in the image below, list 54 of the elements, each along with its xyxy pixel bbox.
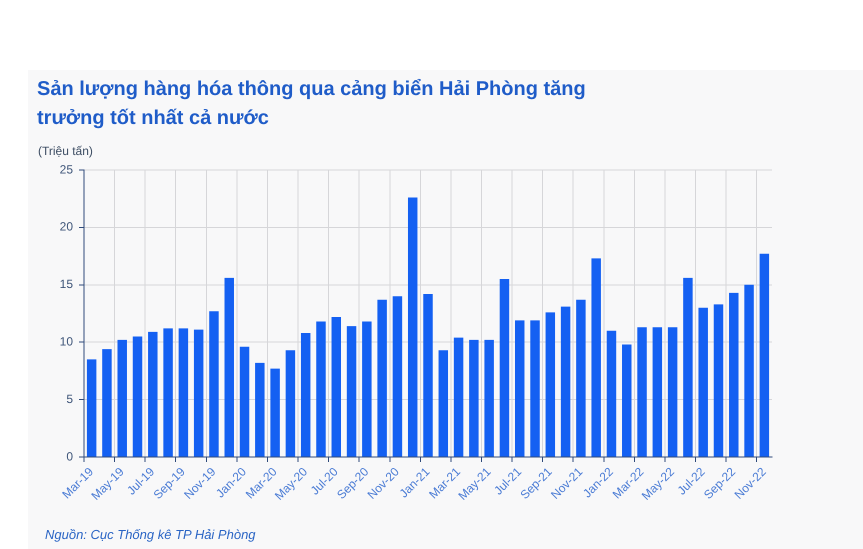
bar — [346, 326, 356, 456]
bar — [744, 284, 754, 456]
bar — [194, 330, 204, 456]
chart-title: Sản lượng hàng hóa thông qua cảng biển Hải Phòng tăng trưởng tốt nhất cả nước — [37, 77, 587, 131]
bar — [484, 340, 494, 456]
bar — [423, 294, 433, 456]
y-tick-label: 25 — [60, 162, 74, 176]
bar — [178, 328, 188, 456]
bar — [300, 333, 310, 456]
bar — [224, 278, 234, 456]
bar — [668, 327, 678, 456]
bar — [377, 300, 387, 456]
bar — [316, 322, 326, 456]
bar — [576, 300, 586, 456]
bar — [546, 312, 556, 456]
bar — [698, 308, 708, 456]
bar — [163, 328, 173, 456]
bar — [117, 340, 127, 456]
text: Nguồn: Cục Thống kê TP Hải Phòng — [45, 527, 256, 542]
bar — [148, 332, 158, 456]
bar — [606, 330, 616, 456]
bar — [86, 359, 96, 456]
bar — [240, 346, 250, 456]
y-tick-label: 10 — [60, 334, 74, 349]
bar — [560, 306, 570, 456]
bar — [209, 311, 219, 456]
bar — [332, 316, 342, 456]
bar — [591, 258, 601, 456]
bar — [760, 254, 770, 456]
y-tick-label: 20 — [60, 220, 74, 234]
bar — [102, 349, 112, 456]
bar — [637, 327, 647, 456]
bar — [714, 304, 724, 456]
bar — [270, 368, 280, 456]
bar — [438, 350, 448, 456]
y-tick-label: 15 — [60, 277, 74, 292]
bar — [454, 338, 464, 456]
bar — [530, 320, 540, 456]
bar — [255, 362, 265, 456]
bar — [729, 292, 739, 456]
bar — [469, 340, 479, 456]
bar — [622, 344, 632, 456]
bar — [500, 279, 510, 456]
bar — [286, 350, 296, 456]
y-tick-label: 5 — [66, 392, 74, 406]
bar — [132, 336, 142, 456]
y-tick-label: 0 — [66, 449, 74, 464]
y-axis-title: (Triệu tấn) — [38, 144, 93, 158]
bar — [408, 198, 418, 456]
bar — [652, 327, 662, 456]
bar — [683, 278, 693, 456]
bar — [392, 296, 402, 456]
bar — [514, 320, 524, 456]
bar — [362, 322, 372, 456]
